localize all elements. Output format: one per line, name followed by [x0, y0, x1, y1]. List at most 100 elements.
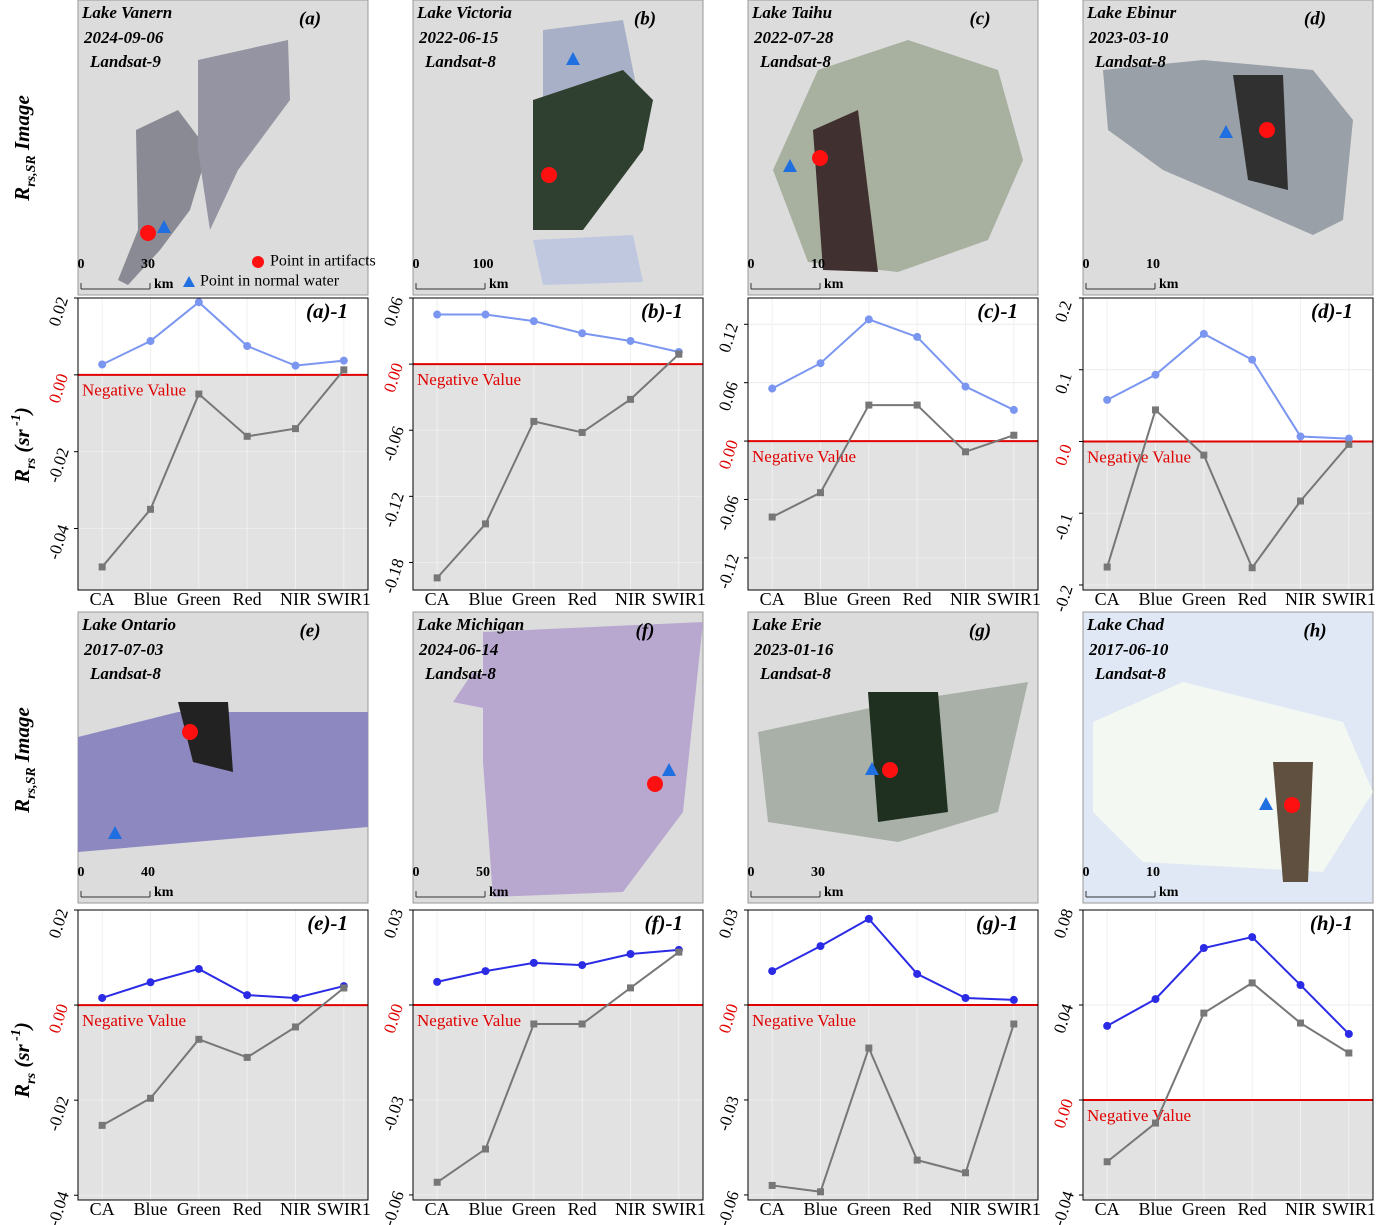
data-point [1009, 405, 1018, 414]
data-point [194, 298, 203, 307]
y-tick-label: 0.06 [380, 294, 407, 328]
y-tick-label: 0.00 [715, 1001, 742, 1035]
lake-title: Lake Taihu [751, 3, 832, 22]
series-line [771, 318, 1015, 411]
chart-title: (d)-1 [1311, 299, 1353, 323]
x-tick-label: CA [760, 1199, 785, 1219]
scale-label: 0 [413, 257, 420, 272]
data-point [340, 984, 348, 992]
plot-frame [412, 909, 704, 1201]
y-tick-label: -0.04 [44, 1189, 73, 1225]
data-point [1103, 395, 1112, 404]
x-tick-label: CA [90, 589, 115, 609]
image-panel: Lake Victoria 2022-06-15 Landsat-8 (b) 0 100 k… [412, 0, 704, 296]
series-line [436, 951, 680, 1184]
x-tick-label: CA [1095, 1199, 1120, 1219]
scale-label: km [489, 277, 509, 292]
data-point [578, 961, 587, 970]
scale-label: km [1159, 277, 1179, 292]
y-tick-label: -0.02 [44, 445, 73, 485]
x-tick-label: NIR [615, 589, 646, 609]
x-tick-label: SWIR1 [652, 1199, 706, 1219]
image-date: 2017-06-10 [1088, 640, 1169, 659]
legend-text: Point in artifacts [270, 253, 376, 270]
artifact-point [647, 776, 663, 792]
y-tick-label: -0.2 [1050, 583, 1076, 614]
series-line [436, 948, 679, 983]
data-point [1103, 1158, 1111, 1166]
x-tick-label: NIR [950, 1199, 981, 1219]
lake-title: Lake Erie [751, 615, 822, 634]
y-tick-label: -0.06 [714, 1189, 743, 1225]
y-tick-label: -0.03 [714, 1094, 743, 1134]
y-tick-label: 0.00 [715, 438, 742, 472]
y-tick-label: 0.04 [1050, 1001, 1077, 1036]
lake-shape [118, 110, 208, 285]
series-line [101, 967, 345, 999]
scale-label: 0 [748, 257, 755, 272]
x-tick-label: Green [1182, 1199, 1226, 1219]
y-tick-label: -0.06 [379, 424, 408, 464]
x-tick-label: Green [177, 589, 221, 609]
plot-frame [1082, 909, 1374, 1201]
lake-title: Lake Chad [1086, 615, 1164, 634]
x-tick-label: Red [233, 589, 262, 609]
data-point [291, 993, 300, 1002]
image-date: 2023-03-10 [1088, 28, 1169, 47]
normal-point [108, 826, 122, 839]
positive-region [78, 298, 368, 375]
chart-title: (f)-1 [645, 911, 683, 935]
data-point [433, 310, 442, 319]
scale-label: 100 [473, 257, 494, 272]
y-tick-label: 0.00 [45, 371, 72, 405]
plot-frame [747, 909, 1039, 1201]
x-tick-label: Blue [469, 589, 503, 609]
normal-point [1219, 125, 1233, 138]
image-date: 2022-07-28 [753, 28, 834, 47]
x-tick-label: Green [177, 1199, 221, 1219]
image-sensor: Landsat-8 [424, 52, 496, 71]
image-sensor: Landsat-8 [89, 664, 161, 683]
y-tick-label: -0.1 [1050, 511, 1076, 542]
negative-region [78, 1005, 368, 1200]
data-point [627, 984, 634, 992]
plot-frame [77, 909, 369, 1201]
y-tick-label: -0.03 [379, 1094, 408, 1134]
panel-label: (e) [299, 620, 320, 641]
panel-label: (b) [634, 8, 656, 29]
row-label-part: rs [24, 1072, 39, 1083]
series-line [101, 987, 345, 1127]
x-tick-label: CA [760, 589, 785, 609]
data-point [194, 964, 203, 973]
scale-label: 10 [811, 257, 825, 272]
row-label-part: Image [10, 95, 34, 155]
series-line [772, 1023, 1015, 1193]
row-label-part: (sr [10, 1044, 34, 1073]
series-line [1106, 408, 1350, 570]
image-row-label: Rrs,SR Image [10, 707, 39, 814]
data-point [1151, 995, 1160, 1004]
image-panel: Lake Taihu 2022-07-28 Landsat-8 (c) 0 10 km [747, 0, 1039, 296]
data-point [147, 505, 154, 513]
data-point [578, 428, 586, 436]
x-tick-label: CA [90, 1199, 115, 1219]
lake-shape [178, 702, 233, 772]
lake-title: Lake Victoria [416, 3, 512, 22]
y-tick-label: -0.04 [44, 522, 73, 562]
x-tick-label: NIR [1285, 1199, 1316, 1219]
x-tick-label: Red [903, 1199, 932, 1219]
y-tick-label: -0.12 [379, 490, 408, 530]
x-tick-label: Green [1182, 589, 1226, 609]
panel-label: (f) [636, 620, 655, 641]
data-point [675, 948, 683, 956]
data-point [1199, 329, 1208, 338]
artifact-point [541, 167, 557, 183]
data-point [1248, 355, 1257, 364]
data-point [962, 1169, 969, 1177]
series-line [436, 353, 680, 579]
x-tick-label: Red [568, 1199, 597, 1219]
row-label-part: R [10, 799, 34, 814]
scale-label: km [154, 885, 174, 900]
data-point [626, 336, 635, 345]
